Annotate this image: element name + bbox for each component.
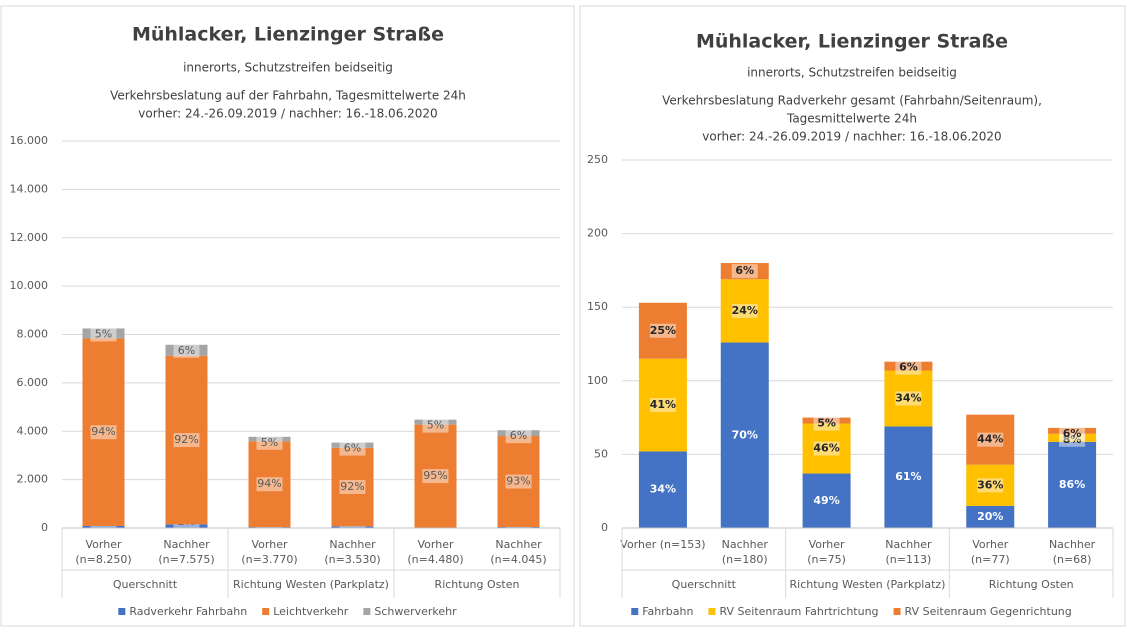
legend-swatch xyxy=(708,608,715,615)
legend-label: Radverkehr Fahrbahn xyxy=(129,605,247,618)
legend-swatch xyxy=(118,608,125,615)
y-tick-label: 4.000 xyxy=(17,424,49,437)
data-label: 5% xyxy=(95,327,112,340)
legend-swatch xyxy=(631,608,638,615)
chart-title: Mühlacker, Lienzinger Straße xyxy=(696,31,1008,53)
chart-subtitle: innerorts, Schutzstreifen beidseitig xyxy=(747,66,957,80)
y-tick-label: 0 xyxy=(601,521,608,534)
y-tick-label: 2.000 xyxy=(17,473,49,486)
data-label: 92% xyxy=(340,480,364,493)
data-label: 36% xyxy=(977,478,1003,491)
group-label: Richtung Westen (Parkplatz) xyxy=(233,578,389,591)
y-tick-label: 6.000 xyxy=(17,376,49,389)
x-tick-label: Nachher(n=3.530) xyxy=(324,538,380,566)
data-label: 93% xyxy=(506,475,530,488)
x-tick-label: Nachher(n=7.575) xyxy=(158,538,214,566)
x-tick-label: Vorher(n=8.250) xyxy=(75,538,131,566)
legend-label: Schwerverkehr xyxy=(374,605,457,618)
data-label: 46% xyxy=(813,442,839,455)
data-label: 94% xyxy=(91,425,115,438)
y-tick-label: 150 xyxy=(587,300,608,313)
data-label: 86% xyxy=(1059,478,1085,491)
data-label: 95% xyxy=(423,469,447,482)
legend-swatch xyxy=(894,608,901,615)
y-tick-label: 200 xyxy=(587,227,608,240)
group-label: Richtung Westen (Parkplatz) xyxy=(790,578,946,591)
group-label: Querschnitt xyxy=(672,578,737,591)
y-tick-label: 8.000 xyxy=(17,328,49,341)
chart-subtitle: Verkehrsbeslatung Radverkehr gesamt (Fah… xyxy=(662,94,1042,108)
group-label: Querschnitt xyxy=(113,578,178,591)
x-tick-label: Nachher(n=113) xyxy=(885,538,932,566)
x-tick-label: Vorher(n=3.770) xyxy=(241,538,297,566)
data-label: 44% xyxy=(977,433,1003,446)
chart-subtitle: vorher: 24.-26.09.2019 / nachher: 16.-18… xyxy=(702,130,1001,144)
data-label: 24% xyxy=(732,304,758,317)
x-tick-label: Nachher(n=68) xyxy=(1049,538,1096,566)
data-label: 5% xyxy=(261,436,278,449)
x-tick-label: Vorher(n=77) xyxy=(971,538,1010,566)
data-label: 34% xyxy=(650,483,676,496)
legend-label: RV Seitenraum Gegenrichtung xyxy=(905,605,1072,618)
data-label: 61% xyxy=(895,470,921,483)
y-tick-label: 0 xyxy=(41,521,48,534)
y-tick-label: 250 xyxy=(587,153,608,166)
legend-swatch xyxy=(262,608,269,615)
y-tick-label: 100 xyxy=(587,374,608,387)
chart-subtitle: innerorts, Schutzstreifen beidseitig xyxy=(183,61,393,75)
x-tick-label: Nachher(n=4.045) xyxy=(490,538,546,566)
data-label: 6% xyxy=(735,264,754,277)
chart-subtitle: Verkehrsbeslatung auf der Fahrbahn, Tage… xyxy=(110,89,466,103)
group-label: Richtung Osten xyxy=(989,578,1074,591)
y-tick-label: 10.000 xyxy=(10,279,49,292)
x-tick-label: Nachher(n=180) xyxy=(722,538,769,566)
y-tick-label: 16.000 xyxy=(10,134,49,147)
data-label: 5% xyxy=(427,419,444,432)
data-label: 25% xyxy=(650,324,676,337)
chart-subtitle: Tagesmittelwerte 24h xyxy=(786,112,917,126)
x-tick-label: Vorher (n=153) xyxy=(620,538,705,551)
data-label: 94% xyxy=(257,477,281,490)
data-label: 6% xyxy=(1063,427,1082,440)
data-label: 20% xyxy=(977,510,1003,523)
data-label: 49% xyxy=(813,494,839,507)
data-label: 6% xyxy=(344,442,361,455)
legend-label: Fahrbahn xyxy=(642,605,693,618)
data-label: 41% xyxy=(650,398,676,411)
data-label: 92% xyxy=(174,433,198,446)
x-tick-label: Vorher(n=4.480) xyxy=(407,538,463,566)
chart-title: Mühlacker, Lienzinger Straße xyxy=(132,24,444,46)
x-tick-label: Vorher(n=75) xyxy=(807,538,846,566)
data-label: 34% xyxy=(895,391,921,404)
data-label: 6% xyxy=(178,344,195,357)
data-label: 6% xyxy=(899,361,918,374)
y-tick-label: 12.000 xyxy=(10,231,49,244)
y-tick-label: 14.000 xyxy=(10,182,49,195)
group-label: Richtung Osten xyxy=(435,578,520,591)
data-label: 5% xyxy=(817,417,836,430)
data-label: 6% xyxy=(510,429,527,442)
chart-subtitle: vorher: 24.-26.09.2019 / nachher: 16.-18… xyxy=(138,107,437,121)
legend-label: RV Seitenraum Fahrtrichtung xyxy=(719,605,878,618)
y-tick-label: 50 xyxy=(594,447,608,460)
legend-label: Leichtverkehr xyxy=(273,605,349,618)
legend-swatch xyxy=(363,608,370,615)
data-label: 70% xyxy=(732,428,758,441)
